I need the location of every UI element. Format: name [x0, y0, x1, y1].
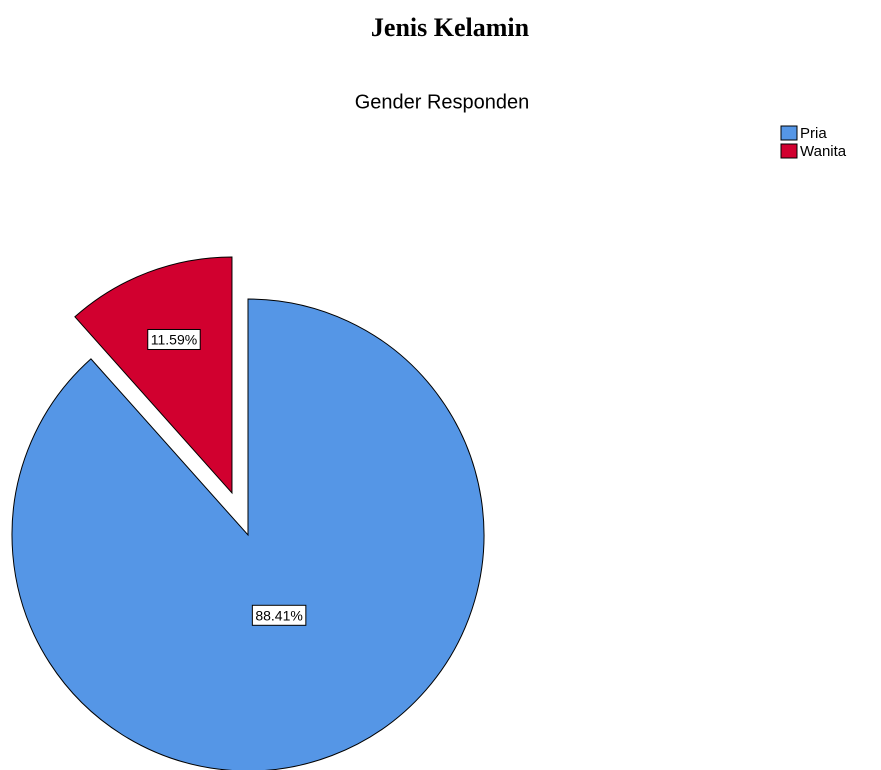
pie — [11, 256, 485, 770]
legend-swatch — [780, 143, 798, 159]
chart-title: Gender Responden — [355, 91, 530, 113]
value-label-box — [147, 328, 201, 350]
heading: Jenis Kelamin — [371, 13, 530, 42]
value-label: 88.41% — [255, 607, 302, 623]
pie-slice — [74, 256, 233, 495]
legend-label: Pria — [800, 125, 827, 142]
value-labels: 88.41% 11.59% — [147, 328, 307, 626]
legend-swatch — [780, 125, 798, 141]
pie-slice — [11, 298, 485, 770]
value-label-box — [251, 604, 307, 626]
legend-label: Wanita — [800, 143, 847, 160]
value-label: 11.59% — [151, 331, 197, 347]
